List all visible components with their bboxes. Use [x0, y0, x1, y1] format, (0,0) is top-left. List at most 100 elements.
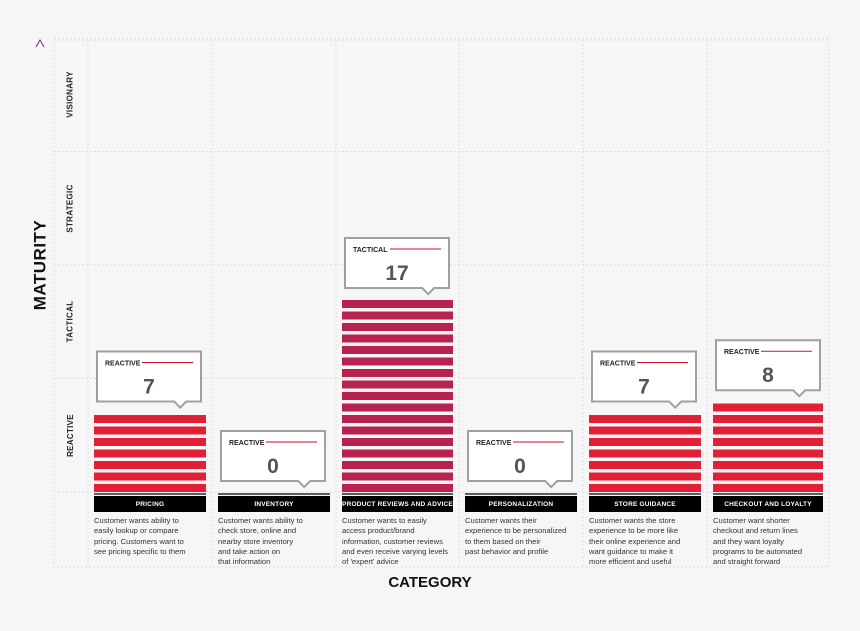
level-label-visionary: VISIONARY	[65, 71, 75, 118]
bar-stripe	[342, 484, 453, 492]
callout-level-label: REACTIVE	[724, 349, 760, 356]
description-line: experience to be personalized	[465, 526, 567, 536]
category-tick-label: INVENTORY	[218, 496, 330, 512]
data-label: 0	[267, 455, 279, 478]
bar-stripe	[713, 438, 823, 446]
value-callout	[96, 350, 202, 409]
bar-stripe	[342, 346, 453, 354]
description-line: Customer wants ability to	[94, 516, 179, 525]
callout-level-label: REACTIVE	[476, 440, 512, 447]
category-tick-label: STORE GUIDANCE	[589, 496, 701, 512]
bar-stripe	[342, 300, 453, 308]
category-description: Customer wants ability to check store, on…	[218, 516, 340, 567]
description-line: Customer want shorter	[713, 516, 790, 525]
level-label-reactive: REACTIVE	[65, 413, 75, 457]
bar-stripe	[342, 472, 453, 481]
bar-stripe	[94, 438, 206, 446]
value-callout	[467, 430, 573, 489]
bar-stripe	[713, 415, 823, 423]
level-label-strategic: STRATEGIC	[65, 184, 75, 233]
callout-level-label: REACTIVE	[600, 361, 636, 368]
category-tick-label: PERSONALIZATION	[465, 496, 577, 512]
bar-stripe	[94, 426, 206, 435]
description-line: pricing. Customers want to	[94, 536, 184, 546]
bar-stripe	[713, 484, 823, 492]
category-description: Customer wants their experience to be per…	[465, 516, 587, 557]
category-description: Customer wants ability to easily lookup o…	[94, 516, 216, 557]
bar-stripe	[713, 449, 823, 458]
description-line: of 'expert' advice	[342, 557, 399, 567]
level-label-tactical: TACTICAL	[65, 300, 75, 343]
bar-stripe	[342, 426, 453, 435]
data-label: 7	[638, 376, 650, 399]
callout-level-label: REACTIVE	[105, 361, 141, 368]
callout-level-label: TACTICAL	[353, 247, 388, 254]
bar-stripe	[589, 472, 701, 481]
description-line: their online experience and	[589, 536, 681, 546]
description-line: that information	[218, 557, 271, 567]
category-tick-label: PRICING	[94, 496, 206, 512]
description-line: and straight forward	[713, 557, 781, 567]
description-line: more efficient and useful	[589, 557, 672, 567]
bar-stripe	[713, 426, 823, 435]
description-line: programs to be automated	[713, 546, 803, 556]
category-description: Customer want shorter checkout and return…	[713, 516, 833, 567]
description-line: want guidance to make it	[589, 546, 674, 556]
bar-stripe	[94, 484, 206, 492]
description-line: to them based on their	[465, 536, 541, 546]
category-description: Customer wants to easily access product/b…	[342, 516, 463, 567]
bar-stripe	[342, 369, 453, 377]
description-line: Customer wants the store	[589, 516, 676, 525]
description-line: Customer wants ability to	[218, 516, 303, 525]
bar-stripe	[94, 449, 206, 458]
value-callout	[715, 339, 821, 398]
bar-stripe	[342, 323, 453, 331]
data-label: 0	[514, 455, 526, 478]
description-line: access product/brand	[342, 526, 415, 536]
bar-stripe	[342, 449, 453, 458]
category-tick-label: CHECKOUT AND LOYALTY	[713, 496, 823, 512]
bar-stripe	[94, 461, 206, 469]
y-axis-arrow	[35, 38, 45, 48]
description-line: experience to be more like	[589, 526, 679, 536]
data-label: 17	[385, 262, 408, 285]
data-label: 8	[762, 364, 774, 387]
bar-stripe	[713, 403, 823, 412]
bar-stripe	[589, 449, 701, 458]
bar-stripe	[342, 334, 453, 343]
description-line: past behavior and profile	[465, 546, 549, 556]
description-line: check store, online and	[218, 526, 297, 536]
category-description: Customer wants the store experience to be…	[589, 516, 711, 567]
bar-stripe	[713, 472, 823, 481]
data-label: 7	[143, 376, 155, 399]
value-callout	[344, 237, 450, 296]
bar-stripe	[589, 426, 701, 435]
bar-stripe	[342, 380, 453, 389]
description-line: and they want loyalty	[713, 536, 784, 546]
bar-stripe	[342, 392, 453, 400]
x-axis-title: CATEGORY	[388, 574, 472, 591]
bar-stripe	[713, 461, 823, 469]
bar-stripe	[94, 415, 206, 423]
description-line: checkout and return lines	[713, 526, 798, 536]
description-line: nearby store inventory	[218, 536, 294, 546]
value-callout	[220, 430, 326, 489]
bar-stripe	[342, 311, 453, 320]
category-tick-label: PRODUCT REVIEWS AND ADVICE	[342, 496, 453, 512]
bar-stripe	[589, 438, 701, 446]
bar-stripe	[589, 461, 701, 469]
bar-stripe	[589, 415, 701, 423]
callout-level-label: REACTIVE	[229, 440, 265, 447]
bar-stripe	[342, 438, 453, 446]
grid-frame	[53, 39, 830, 568]
description-line: see pricing specific to them	[94, 546, 186, 556]
bar-stripe	[342, 357, 453, 366]
bar-stripe	[589, 484, 701, 492]
bar-stripe	[342, 461, 453, 469]
description-line: and even receive varying levels	[342, 546, 448, 556]
description-line: Customer wants their	[465, 516, 537, 525]
value-callout	[591, 350, 697, 409]
bar-stripe	[342, 403, 453, 412]
